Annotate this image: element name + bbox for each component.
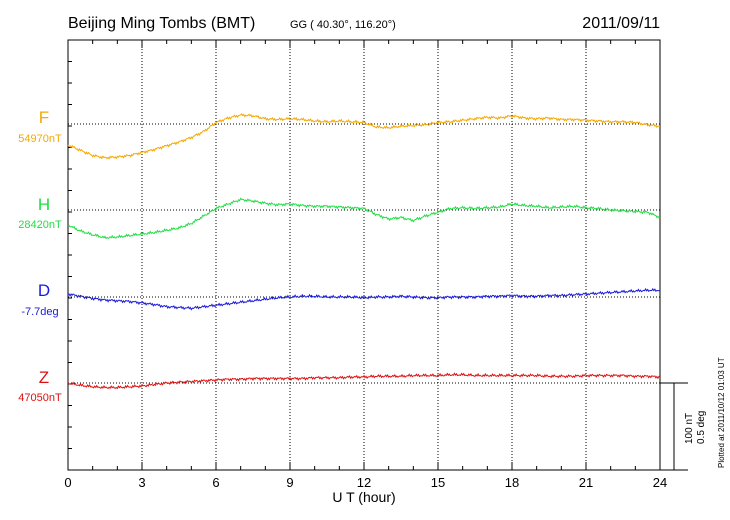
series-line-f	[67, 113, 661, 160]
series-labels: F 54970nT H 28420nT D -7.7deg Z 47050nT	[18, 108, 62, 404]
x-tick-label: 24	[653, 475, 667, 490]
x-tick-label: 9	[286, 475, 293, 490]
series-name-f: F	[39, 108, 49, 127]
chart-title: Beijing Ming Tombs (BMT)	[68, 15, 255, 32]
series-line-d	[67, 287, 661, 311]
series-name-z: Z	[39, 368, 49, 387]
plotted-note: Plotted at 2011/10/12 01:03 UT	[717, 357, 726, 468]
scale-label-deg: 0.5 deg	[696, 411, 707, 444]
x-tick-label: 6	[212, 475, 219, 490]
series-line-z	[67, 372, 661, 390]
chart-subtitle: GG ( 40.30°, 116.20°)	[290, 19, 396, 31]
x-tick-label: 21	[579, 475, 593, 490]
series-name-d: D	[38, 281, 50, 300]
chart-date: 2011/09/11	[582, 15, 660, 32]
series-name-h: H	[38, 195, 50, 214]
series-baseline-h: 28420nT	[18, 219, 62, 231]
x-axis-label: U T (hour)	[332, 489, 395, 505]
axis-ticks	[67, 39, 661, 471]
scale-bar	[660, 382, 688, 471]
series-line-h	[67, 197, 661, 240]
grid-lines	[68, 40, 660, 470]
series-baseline-f: 54970nT	[18, 133, 62, 145]
scale-label-nt: 100 nT	[684, 413, 695, 444]
plot-frame	[67, 39, 661, 471]
x-tick-label: 12	[357, 475, 371, 490]
x-tick-label: 15	[431, 475, 445, 490]
x-tick-label: 18	[505, 475, 519, 490]
series-baseline-z: 47050nT	[18, 392, 62, 404]
series-lines	[67, 113, 661, 390]
x-tick-labels: 0 3 6 9 12 15 18 21 24	[64, 475, 667, 490]
x-tick-label: 3	[138, 475, 145, 490]
x-tick-label: 0	[64, 475, 71, 490]
series-baseline-d: -7.7deg	[21, 306, 58, 318]
